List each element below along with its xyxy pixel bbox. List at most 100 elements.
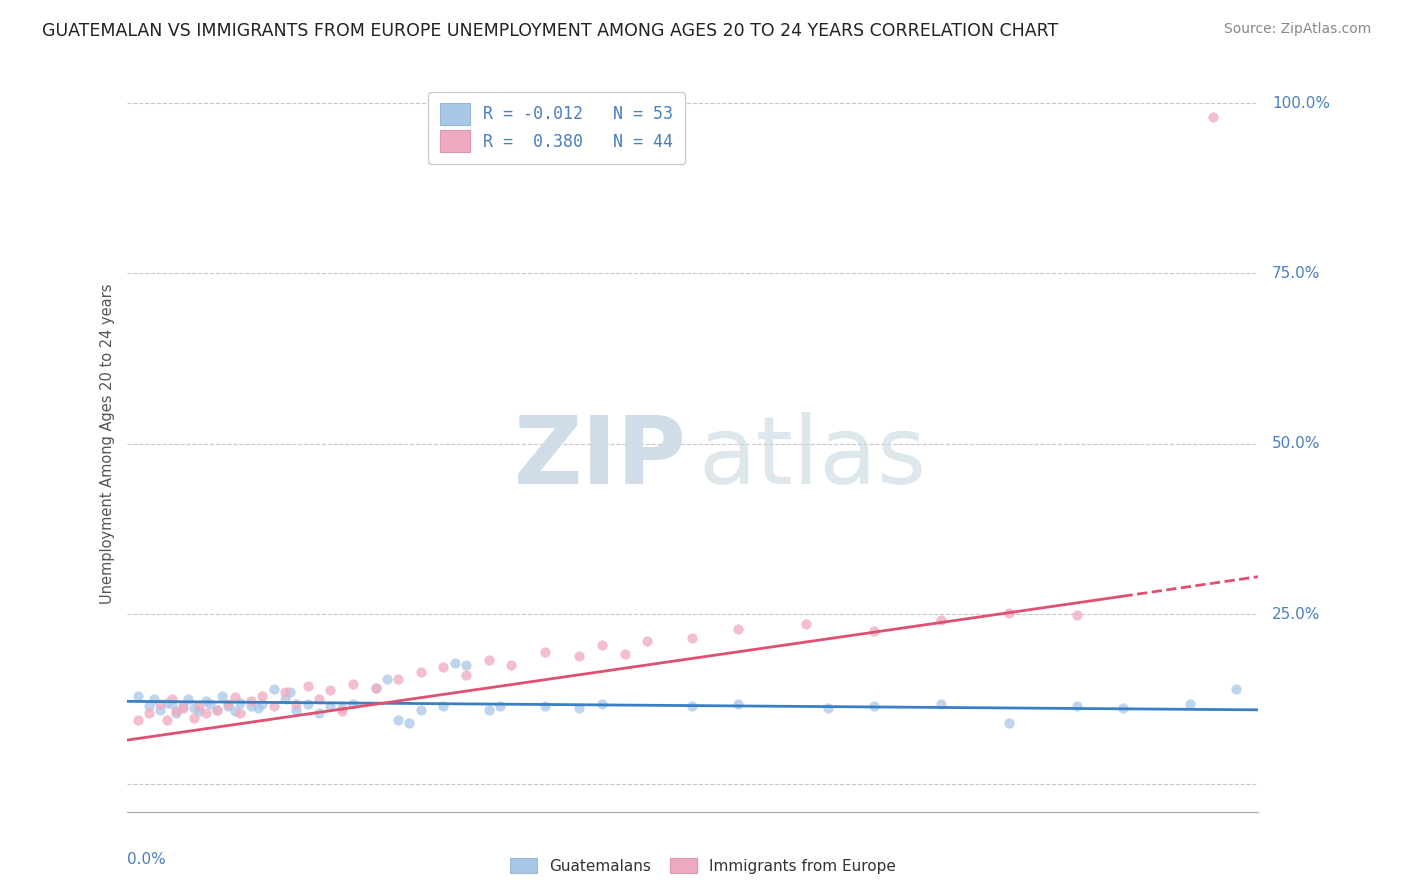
Point: [138, 706, 160, 720]
Point: [727, 622, 749, 636]
Point: [794, 617, 817, 632]
Point: [998, 606, 1021, 620]
Point: [409, 702, 432, 716]
Point: [252, 689, 274, 703]
Point: [1066, 699, 1088, 714]
Y-axis label: Unemployment Among Ages 20 to 24 years: Unemployment Among Ages 20 to 24 years: [100, 284, 115, 604]
Point: [1202, 110, 1225, 124]
Text: 75.0%: 75.0%: [1272, 266, 1320, 281]
Point: [127, 713, 149, 727]
Point: [246, 701, 269, 715]
Text: 50.0%: 50.0%: [1272, 436, 1320, 451]
Text: atlas: atlas: [699, 412, 927, 505]
Point: [224, 704, 246, 718]
Point: [274, 692, 297, 706]
Legend: Guatemalans, Immigrants from Europe: Guatemalans, Immigrants from Europe: [503, 852, 903, 880]
Point: [1225, 681, 1247, 696]
Point: [176, 692, 198, 706]
Point: [931, 613, 953, 627]
Point: [478, 702, 501, 716]
Text: ZIP: ZIP: [515, 412, 686, 505]
Point: [342, 697, 364, 711]
Point: [224, 690, 246, 705]
Text: 100.0%: 100.0%: [1272, 95, 1330, 111]
Point: [156, 696, 179, 710]
Point: [387, 672, 409, 686]
Point: [364, 681, 387, 695]
Point: [636, 634, 658, 648]
Point: [308, 706, 330, 720]
Legend: R = -0.012   N = 53, R =  0.380   N = 44: R = -0.012 N = 53, R = 0.380 N = 44: [429, 92, 685, 163]
Point: [591, 638, 613, 652]
Point: [319, 683, 342, 698]
Point: [205, 702, 228, 716]
Point: [682, 699, 704, 714]
Point: [188, 699, 211, 714]
Point: [501, 658, 523, 673]
Point: [591, 697, 613, 711]
Point: [319, 699, 342, 714]
Point: [142, 692, 165, 706]
Point: [342, 676, 364, 690]
Point: [188, 704, 211, 718]
Point: [862, 624, 884, 639]
Point: [1180, 697, 1202, 711]
Point: [183, 701, 205, 715]
Point: [194, 706, 217, 720]
Point: [149, 697, 172, 711]
Point: [285, 697, 308, 711]
Point: [263, 681, 285, 696]
Point: [205, 702, 228, 716]
Point: [217, 697, 239, 711]
Point: [998, 716, 1021, 731]
Point: [432, 699, 454, 714]
Point: [478, 653, 501, 667]
Point: [149, 702, 172, 716]
Point: [297, 679, 319, 693]
Text: Source: ZipAtlas.com: Source: ZipAtlas.com: [1223, 22, 1371, 37]
Point: [613, 647, 636, 661]
Point: [138, 699, 160, 714]
Point: [285, 702, 308, 716]
Point: [228, 706, 252, 720]
Point: [194, 694, 217, 708]
Point: [489, 699, 512, 714]
Point: [156, 713, 179, 727]
Point: [297, 697, 319, 711]
Point: [432, 660, 454, 674]
Point: [330, 701, 353, 715]
Point: [240, 694, 263, 708]
Point: [398, 716, 420, 731]
Point: [211, 689, 233, 703]
Point: [127, 689, 149, 703]
Point: [931, 697, 953, 711]
Point: [252, 697, 274, 711]
Point: [534, 644, 557, 658]
Point: [263, 699, 285, 714]
Point: [862, 699, 884, 714]
Point: [278, 685, 301, 699]
Point: [364, 681, 387, 695]
Point: [817, 701, 839, 715]
Text: GUATEMALAN VS IMMIGRANTS FROM EUROPE UNEMPLOYMENT AMONG AGES 20 TO 24 YEARS CORR: GUATEMALAN VS IMMIGRANTS FROM EUROPE UNE…: [42, 22, 1059, 40]
Point: [200, 697, 222, 711]
Point: [387, 713, 409, 727]
Text: 0.0%: 0.0%: [127, 852, 166, 867]
Point: [1111, 701, 1133, 715]
Point: [217, 699, 239, 714]
Point: [1066, 608, 1088, 623]
Text: 25.0%: 25.0%: [1272, 607, 1320, 622]
Point: [274, 685, 297, 699]
Point: [160, 697, 183, 711]
Point: [409, 665, 432, 679]
Point: [172, 701, 194, 715]
Point: [682, 631, 704, 645]
Point: [534, 699, 557, 714]
Point: [160, 692, 183, 706]
Point: [308, 692, 330, 706]
Point: [183, 711, 205, 725]
Point: [456, 668, 478, 682]
Point: [228, 696, 252, 710]
Point: [568, 701, 591, 715]
Point: [375, 672, 398, 686]
